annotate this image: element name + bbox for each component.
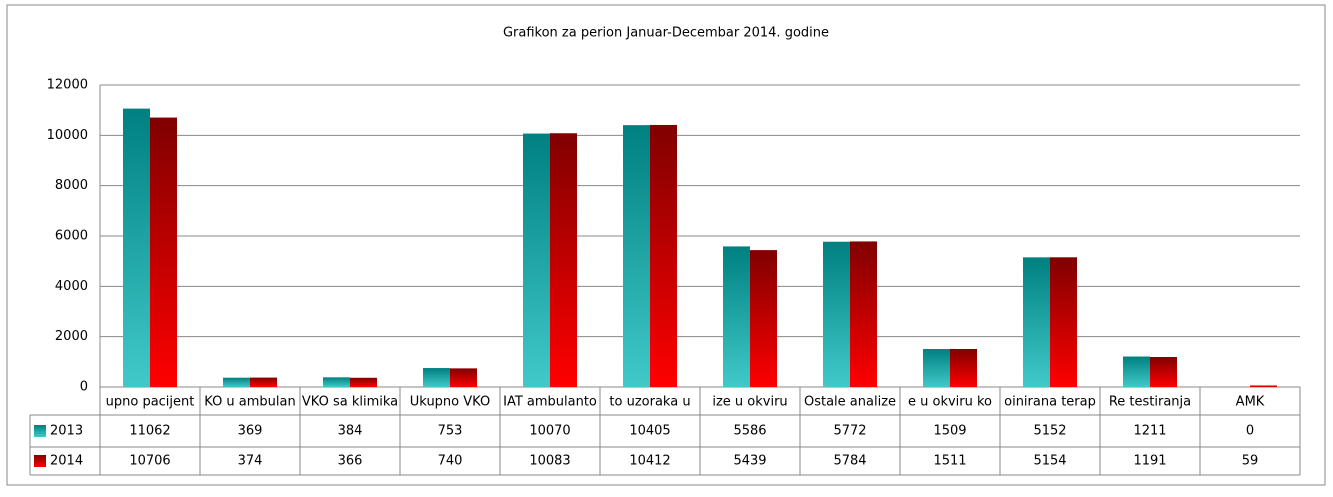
y-tick-label: 12000 [47, 78, 88, 93]
table-value: 1211 [1133, 424, 1166, 439]
legend-swatch [34, 455, 46, 467]
bar [1150, 357, 1177, 387]
table-value: 5784 [833, 454, 866, 469]
y-tick-label: 2000 [55, 329, 88, 344]
x-tick-label: upno pacijent [106, 395, 195, 410]
bar [323, 377, 350, 387]
table-value: 1509 [933, 424, 966, 439]
y-tick-label: 10000 [47, 128, 88, 143]
table-value: 5152 [1033, 424, 1066, 439]
table-value: 5586 [733, 424, 766, 439]
bar [350, 377, 377, 387]
x-tick-label: e u okviru ko [908, 395, 992, 410]
x-tick-label: AMK [1236, 395, 1265, 410]
bar [123, 108, 150, 388]
bar [950, 348, 977, 387]
bar [823, 241, 850, 387]
y-tick-label: 8000 [55, 178, 88, 193]
x-tick-label: ize u okviru [712, 395, 787, 410]
table-value: 59 [1242, 454, 1259, 469]
x-tick-label: oinirana terap [1004, 395, 1096, 410]
table-value: 369 [238, 424, 263, 439]
x-tick-label: IAT ambulanto [503, 395, 597, 410]
table-value: 5154 [1033, 454, 1066, 469]
bar [723, 246, 750, 387]
bar [1123, 356, 1150, 387]
bar [150, 117, 177, 387]
x-tick-label: Re testiranja [1109, 395, 1191, 410]
table-value: 740 [438, 454, 463, 469]
table-value: 10706 [129, 454, 170, 469]
bar [1050, 257, 1077, 387]
table-value: 1511 [933, 454, 966, 469]
table-value: 5772 [833, 424, 866, 439]
chart-title: Grafikon za perion Januar-Decembar 2014.… [503, 26, 829, 41]
x-tick-label: to uzoraka u [609, 395, 690, 410]
bar [850, 241, 877, 387]
table-value: 5439 [733, 454, 766, 469]
bar [923, 349, 950, 387]
legend-label: 2014 [50, 454, 83, 469]
table-value: 10070 [529, 424, 570, 439]
bar [1250, 385, 1277, 387]
table-value: 10083 [529, 454, 570, 469]
table-value: 10412 [629, 454, 670, 469]
bar [1023, 257, 1050, 387]
bar [550, 133, 577, 387]
table-value: 11062 [129, 424, 170, 439]
bar [250, 377, 277, 387]
x-tick-label: VKO sa klimika [302, 395, 398, 410]
legend-label: 2013 [50, 424, 83, 439]
bar [423, 368, 450, 387]
y-tick-label: 6000 [55, 229, 88, 244]
bar [450, 368, 477, 387]
legend-swatch [34, 425, 46, 437]
table-value: 384 [338, 424, 363, 439]
bar [650, 124, 677, 388]
bar [623, 125, 650, 387]
x-tick-label: Ostale analize [804, 395, 896, 410]
bar [750, 250, 777, 387]
table-value: 1191 [1133, 454, 1166, 469]
bar [523, 133, 550, 387]
table-value: 0 [1246, 424, 1254, 439]
y-tick-label: 0 [80, 380, 88, 395]
table-value: 374 [238, 454, 263, 469]
x-tick-label: KO u ambulan [204, 395, 296, 410]
table-value: 366 [338, 454, 363, 469]
y-tick-label: 4000 [55, 279, 88, 294]
table-value: 10405 [629, 424, 670, 439]
table-value: 753 [438, 424, 463, 439]
bar [223, 377, 250, 387]
x-tick-label: Ukupno VKO [410, 395, 490, 410]
